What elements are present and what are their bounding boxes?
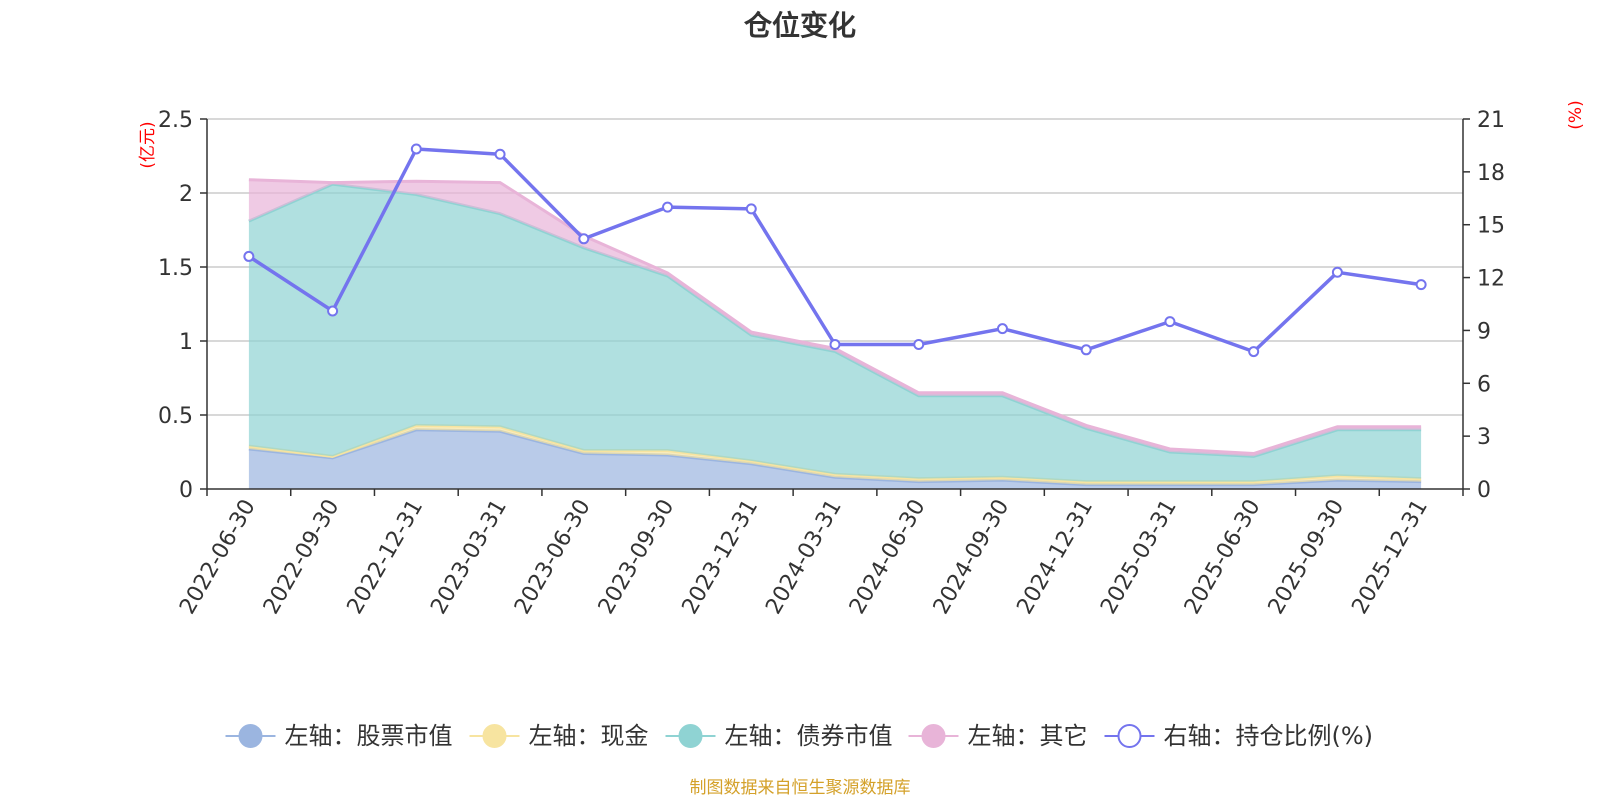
holding-ratio-point [410,143,422,155]
legend-item-label: 左轴：股票市值 [285,722,453,750]
holding-ratio-point [1080,344,1092,356]
right-axis-tick-label: 15 [1477,214,1505,239]
stacked-areas [248,178,1422,489]
x-axis-tick-label: 2023-06-30 [510,495,596,618]
left-axis-tick-label: 0 [179,478,193,503]
holding-ratio-line [243,143,1427,358]
right-axis-tick-label: 21 [1477,108,1505,133]
holding-ratio-point [494,148,506,160]
area-series-0 [248,429,1422,489]
x-axis-tick-label: 2024-03-31 [761,495,847,618]
legend-item-label: 左轴：其它 [968,722,1088,750]
x-axis-tick-label: 2025-06-30 [1180,495,1266,618]
right-axis-tick-label: 12 [1477,267,1505,292]
x-axis-tick-label: 2025-09-30 [1264,495,1350,618]
legend-item-label: 左轴：债券市值 [725,722,893,750]
holding-ratio-point [1248,346,1260,358]
x-axis-tick-label: 2022-12-31 [343,495,429,618]
right-axis-tick-label: 3 [1477,425,1491,450]
legend-marker-icon [678,724,703,748]
left-axis-tick-label: 2.5 [158,108,193,133]
legend-marker-icon [238,724,263,748]
left-axis-tick-label: 0.5 [158,404,193,429]
holding-ratio-point [829,339,841,351]
legend-item-label: 左轴：现金 [529,722,649,750]
area-series-2 [248,184,1422,482]
right-axis-tick-label: 18 [1477,161,1505,186]
right-axis-tick-label: 0 [1477,478,1491,503]
x-axis-tick-label: 2022-06-30 [175,495,261,618]
chart-title: 仓位变化 [743,9,856,42]
left-axis-tick-label: 1.5 [158,256,193,281]
x-axis-tick-label: 2024-09-30 [929,495,1015,618]
holding-ratio-point [662,201,674,213]
left-axis-tick-label: 2 [179,182,193,207]
x-axis-tick-label: 2023-12-31 [678,495,764,618]
x-axis-tick-label: 2024-06-30 [845,495,931,618]
x-axis-tick-label: 2025-12-31 [1347,495,1433,618]
x-axis-tick-label: 2025-03-31 [1096,495,1182,618]
x-axis-tick-label: 2023-09-30 [594,495,680,618]
holding-ratio-point [243,250,255,262]
holding-ratio-point [1164,316,1176,328]
legend-item-label: 右轴：持仓比例(%) [1164,722,1374,750]
right-axis-tick-label: 6 [1477,372,1491,397]
holding-ratio-point [327,305,339,317]
holding-ratio-point [1415,279,1427,291]
right-axis-unit: (%) [1566,100,1586,129]
holding-ratio-point [1331,266,1343,278]
right-axis-tick-label: 9 [1477,319,1491,344]
legend-marker-icon [921,724,946,748]
holding-ratio-point [578,233,590,245]
holding-ratio-point [996,323,1008,335]
data-source-credit: 制图数据来自恒生聚源数据库 [689,778,911,798]
holding-ratio-point [913,339,925,351]
holding-ratio-point [745,203,757,215]
x-axis-tick-label: 2022-09-30 [259,495,345,618]
legend-marker-icon [482,724,507,748]
legend-marker-icon [1117,724,1142,748]
legend: 左轴：股票市值 左轴：现金 左轴：债券市值 左轴：其它 右轴：持仓比例(%) [225,722,1374,750]
x-axis-tick-label: 2023-03-31 [426,495,512,618]
left-axis-tick-label: 1 [179,330,193,355]
x-axis-tick-label: 2024-12-31 [1012,495,1098,618]
left-axis-unit: (亿元) [138,121,158,168]
